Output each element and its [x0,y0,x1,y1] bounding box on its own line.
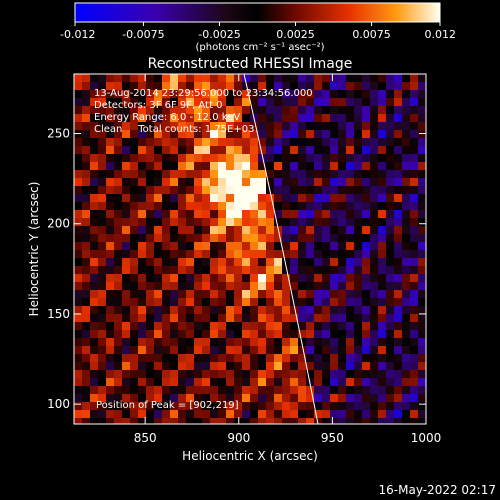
y-tick-label: 150 [47,307,70,321]
info-line-detectors: Detectors: 3F 6F 9F, Att 0 [94,100,222,111]
plot-title: Reconstructed RHESSI Image [148,56,353,72]
y-axis-tick-labels: 100 150 200 250 [47,127,70,412]
info-line-time: 13-Aug-2014 23:29:56.000 to 23:34:56.000 [94,88,313,99]
info-line-energy: Energy Range: 6.0 - 12.0 keV [94,112,240,123]
info-block: 13-Aug-2014 23:29:56.000 to 23:34:56.000… [94,88,313,135]
colorbar-tick-label: -0.0025 [198,28,240,41]
colorbar-tick-label: 0.012 [425,28,457,41]
y-tick-label: 100 [47,397,70,411]
x-tick-label: 900 [227,431,250,445]
colorbar-unit-label: (photons cm⁻² s⁻¹ asec⁻²) [195,42,324,53]
rhessi-image-heatmap [74,74,426,424]
axis-ticks [74,74,427,424]
y-tick-label: 250 [47,127,70,141]
plot-frame [73,73,427,425]
x-tick-label: 850 [134,431,157,445]
colorbar-tick-label: -0.012 [60,28,95,41]
colorbar-tick-label: 0.0075 [352,28,391,41]
solar-limb-line [243,73,319,425]
colorbar-gradient [74,2,441,23]
plot-area [73,73,427,425]
x-axis-label: Heliocentric X (arcsec) [182,449,318,463]
colorbar-tick-label: 0.0025 [276,28,315,41]
colorbar-tick-label: -0.0075 [122,28,164,41]
y-axis-label: Heliocentric Y (arcsec) [27,182,41,317]
x-axis-tick-labels: 850 900 950 1000 [134,431,442,445]
colorbar: -0.012 -0.0075 -0.0025 0.0025 0.0075 0.012 (p… [60,2,456,53]
x-tick-label: 950 [321,431,344,445]
info-line-clean: Clean Total counts: 1.75E+03 [94,124,254,135]
y-tick-label: 200 [47,217,70,231]
colorbar-ticks: -0.012 -0.0075 -0.0025 0.0025 0.0075 0.012 [60,22,456,41]
peak-position-label: Position of Peak = [902,219] [96,400,239,411]
footer-date: 16-May-2022 02:17 [379,483,496,497]
x-tick-label: 1000 [411,431,442,445]
